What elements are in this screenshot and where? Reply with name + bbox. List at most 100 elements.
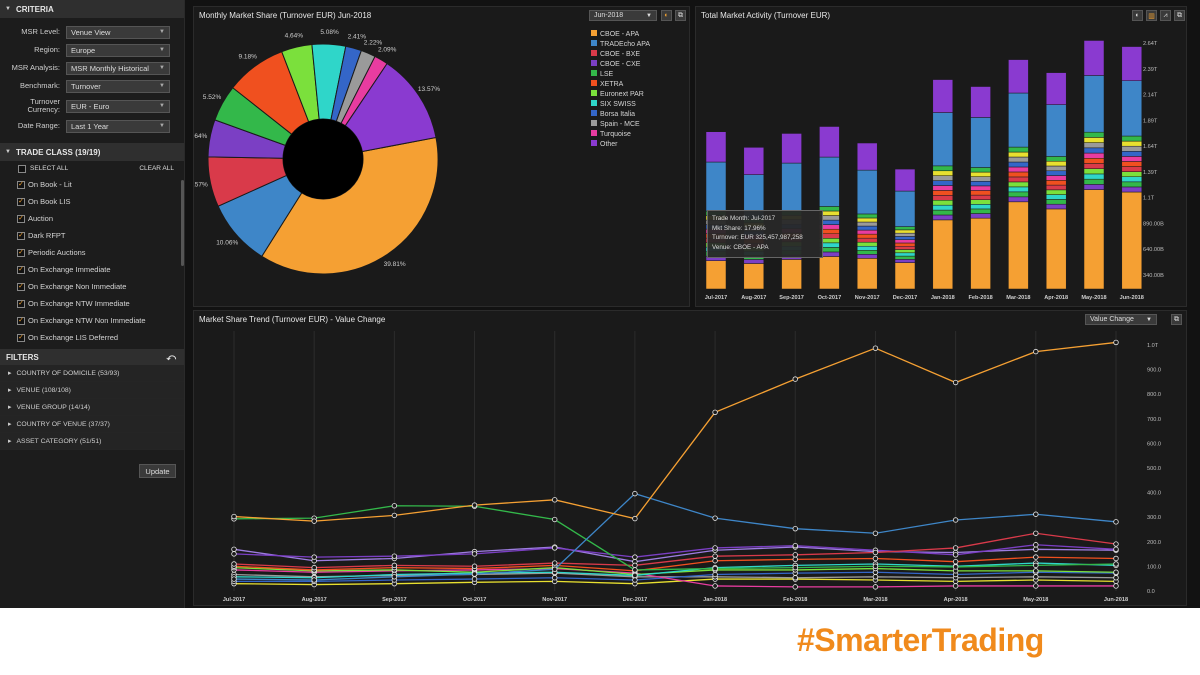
series-point[interactable] [1033,562,1039,569]
series-point[interactable] [311,554,317,560]
bar-segment[interactable] [1121,166,1143,172]
series-point[interactable] [1033,568,1039,574]
filter-item[interactable]: ▸ VENUE (108/108) [0,382,184,399]
bar-segment[interactable] [894,262,916,290]
series-point[interactable] [1033,542,1039,548]
bar-segment[interactable] [705,131,727,163]
bar-segment[interactable] [743,263,765,290]
bar-segment[interactable] [970,199,991,205]
series-point[interactable] [391,503,398,509]
legend-label[interactable]: Euronext PAR [600,91,644,98]
series-point[interactable] [792,376,798,382]
legend-label[interactable]: CBOE - BXE [600,51,640,58]
series-point[interactable] [1113,569,1119,575]
bar-segment[interactable] [970,86,991,118]
bar-segment[interactable] [1008,191,1029,198]
series-point[interactable] [952,558,959,565]
bar-segment[interactable] [819,126,840,158]
popout-icon[interactable]: ⧉ [675,10,686,21]
bar-segment[interactable] [1045,203,1067,210]
bar-segment[interactable] [1083,189,1105,290]
bar-segment[interactable] [894,226,916,231]
series-point[interactable] [792,542,798,549]
series-point[interactable] [792,556,798,563]
bar-segment[interactable] [1121,156,1143,162]
bar-segment[interactable] [970,181,991,187]
series-point[interactable] [1113,583,1119,589]
series-point[interactable] [632,554,638,560]
legend-label[interactable]: Borsa Italia [600,111,635,118]
series-line[interactable] [234,571,1117,583]
bar-segment[interactable] [1121,80,1143,137]
bar-segment[interactable] [1008,171,1029,178]
series-point[interactable] [792,552,798,558]
series-point[interactable] [1113,519,1119,525]
series-point[interactable] [552,575,558,581]
select-all-control[interactable]: SELECT ALL [18,164,68,173]
bar-segment[interactable] [1045,104,1067,157]
bar-segment[interactable] [1083,184,1105,190]
bar-segment[interactable] [1083,147,1105,154]
series-point[interactable] [552,497,558,503]
series-point[interactable] [712,583,718,589]
clear-all-link[interactable]: CLEAR ALL [139,165,174,172]
series-point[interactable] [1033,583,1039,589]
bar-segment[interactable] [1045,208,1067,290]
series-point[interactable] [712,553,718,559]
series-point[interactable] [632,515,638,522]
series-point[interactable] [712,565,718,572]
popout-icon[interactable]: ⧉ [1174,10,1185,21]
trade-class-scrollbar[interactable] [181,180,184,266]
trade-class-item[interactable]: ✓ Periodic Auctions [0,244,184,261]
series-point[interactable] [712,558,718,564]
series-point[interactable] [632,490,638,497]
series-line[interactable] [233,341,1117,522]
series-point[interactable] [952,545,959,551]
bar-segment[interactable] [1045,180,1067,186]
bar-segment[interactable] [1121,135,1143,142]
series-point[interactable] [872,530,879,536]
bar-segment[interactable] [1045,160,1067,167]
checkbox-checked[interactable]: ✓ [17,197,25,206]
checkbox-checked[interactable]: ✓ [17,214,25,223]
checkbox-checked[interactable]: ✓ [17,299,25,308]
bar-segment[interactable] [781,259,802,290]
series-point[interactable] [872,555,879,562]
series-point[interactable] [952,379,959,386]
bar-segment[interactable] [1083,40,1105,76]
bar-segment[interactable] [932,112,954,167]
series-point[interactable] [1113,546,1119,553]
checkbox-checked[interactable]: ✓ [17,231,25,240]
checkbox-checked[interactable]: ✓ [17,248,25,257]
period-select[interactable]: Jun-2018 ▼ [589,10,657,21]
series-point[interactable] [231,551,237,557]
bar-segment[interactable] [1083,131,1105,138]
checkbox-checked[interactable]: ✓ [17,180,25,189]
bar-segment[interactable] [1045,72,1067,105]
bar-segment[interactable] [932,175,954,181]
select-all-checkbox[interactable] [18,164,26,173]
series-point[interactable] [471,551,478,557]
bar-segment[interactable] [894,232,916,237]
bar-view-icon[interactable]: ▥ [1146,10,1157,21]
bar-segment[interactable] [932,214,954,221]
legend-label[interactable]: Turquoise [600,131,631,138]
bar-segment[interactable] [1045,184,1067,191]
legend-label[interactable]: Other [600,141,618,148]
series-point[interactable] [632,577,638,583]
bar-segment[interactable] [932,195,954,201]
bar-segment[interactable] [856,233,878,239]
filter-item[interactable]: ▸ ASSET CATEGORY (51/51) [0,433,184,450]
series-point[interactable] [952,583,959,589]
series-point[interactable] [872,584,879,590]
bar-segment[interactable] [894,255,916,260]
series-line[interactable] [233,544,1117,558]
series-point[interactable] [311,564,317,571]
bar-segment[interactable] [856,142,878,171]
series-point[interactable] [231,513,237,520]
bar-segment[interactable] [819,256,840,290]
bar-segment[interactable] [1045,199,1067,205]
series-point[interactable] [471,571,478,577]
bar-segment[interactable] [781,162,802,212]
bar-segment[interactable] [894,259,916,263]
